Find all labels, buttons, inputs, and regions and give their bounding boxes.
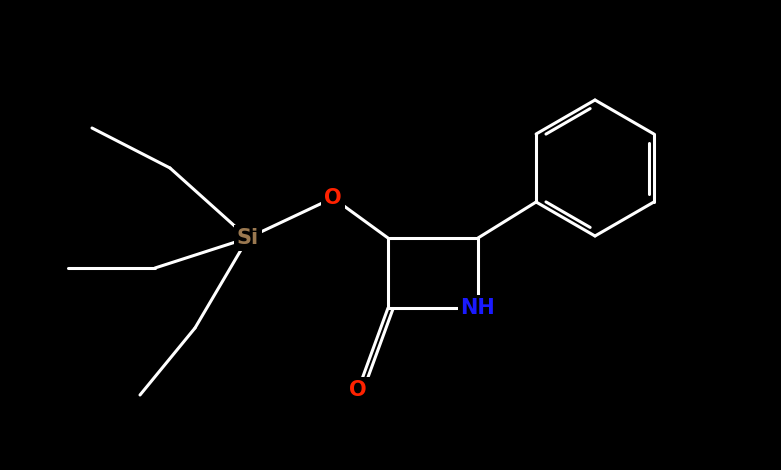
Text: O: O [349,380,367,400]
Text: NH: NH [461,298,495,318]
Text: O: O [324,188,342,208]
Text: Si: Si [237,228,259,248]
